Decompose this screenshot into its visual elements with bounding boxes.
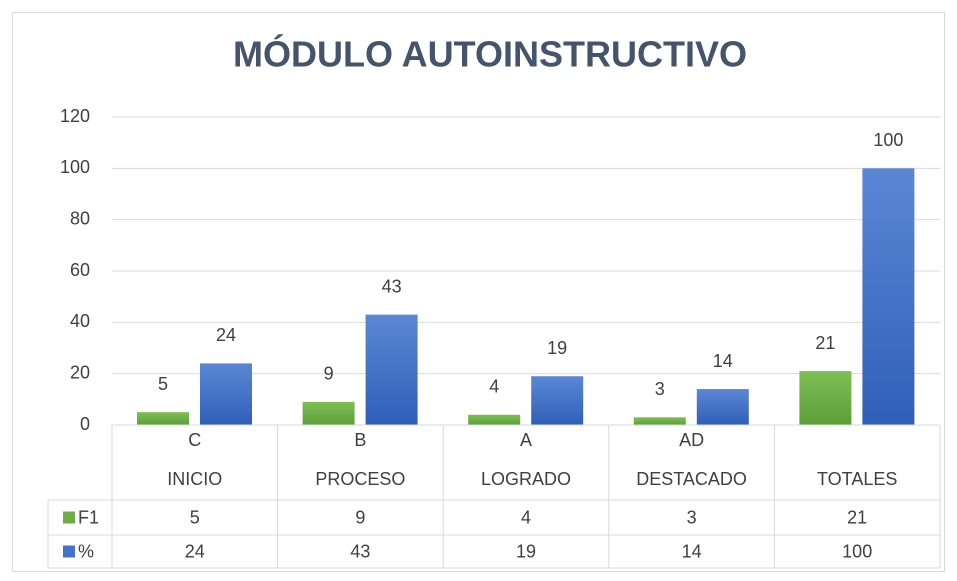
table-cell: 24	[185, 541, 205, 561]
bar	[468, 414, 521, 425]
bar	[633, 417, 686, 425]
data-label: 100	[873, 130, 903, 150]
bar	[696, 389, 749, 425]
data-label: 3	[655, 379, 665, 399]
data-label: 19	[547, 338, 567, 358]
x-group-label: LOGRADO	[481, 469, 571, 489]
bar	[365, 314, 418, 425]
table-cell: 4	[521, 507, 531, 527]
table-cell: 43	[350, 541, 370, 561]
y-tick-label: 0	[80, 414, 90, 434]
bar	[531, 376, 584, 425]
bar	[862, 168, 915, 426]
legend-swatch	[63, 511, 75, 524]
chart-title: MÓDULO AUTOINSTRUCTIVO	[233, 33, 747, 75]
table-cell: 5	[190, 507, 200, 527]
table-cell: 100	[842, 541, 872, 561]
x-group-label: PROCESO	[315, 469, 405, 489]
legend-label: F1	[78, 507, 99, 527]
y-tick-label: 20	[70, 362, 90, 382]
data-label: 21	[815, 333, 835, 353]
x-group-label: DESTACADO	[636, 469, 747, 489]
bar	[200, 363, 252, 425]
data-label: 5	[158, 374, 168, 394]
data-label: 14	[713, 351, 733, 371]
y-tick-label: 80	[70, 208, 90, 228]
table-cell: 9	[355, 507, 365, 527]
y-tick-label: 100	[60, 157, 90, 177]
x-group-label: INICIO	[167, 469, 222, 489]
x-group-label: TOTALES	[817, 469, 897, 489]
table-cell: 19	[516, 541, 536, 561]
table-cell: 21	[847, 507, 867, 527]
y-tick-label: 40	[70, 311, 90, 331]
table-cell: 14	[682, 541, 702, 561]
x-tick-label: C	[188, 430, 201, 450]
chart-border	[12, 12, 945, 572]
data-label: 43	[382, 276, 402, 296]
y-tick-label: 120	[60, 106, 90, 126]
bar	[799, 371, 852, 425]
data-label: 4	[489, 376, 499, 396]
x-tick-label: AD	[679, 430, 704, 450]
y-tick-label: 60	[70, 260, 90, 280]
bar	[302, 401, 355, 425]
legend-label: %	[78, 541, 94, 561]
x-tick-label: A	[520, 430, 532, 450]
data-label: 24	[216, 325, 236, 345]
legend-swatch	[63, 545, 75, 558]
data-label: 9	[324, 364, 334, 384]
x-tick-label: B	[354, 430, 366, 450]
table-cell: 3	[687, 507, 697, 527]
bar	[137, 412, 189, 425]
